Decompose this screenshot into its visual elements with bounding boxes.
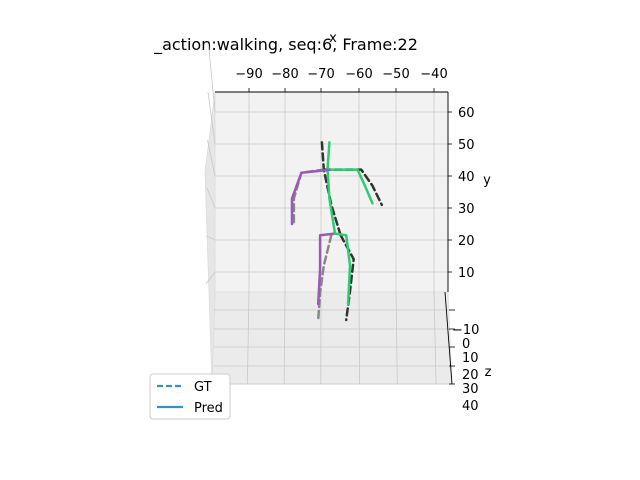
pred-left-leg-line	[316, 232, 337, 306]
x-tick-label: −90	[235, 67, 262, 82]
x-tick-label: −80	[271, 67, 298, 82]
z-tick-label: 0	[462, 337, 470, 352]
z-tick-label: 10	[462, 351, 479, 366]
tick-labels: −90 −80 −70 −60 −50 −40102030405060−100102030…	[235, 67, 479, 414]
z-tick-label: −10	[452, 323, 479, 338]
x-axis-label: x	[329, 31, 337, 46]
y-tick-label: 50	[458, 138, 475, 153]
legend-gt-label: GT	[194, 380, 212, 395]
x-tick-label: −70	[307, 67, 334, 82]
y-tick-label: 30	[458, 202, 475, 217]
x-tick-label: −50	[382, 67, 409, 82]
pred-right-leg-line	[333, 232, 352, 306]
y-tick-label: 40	[458, 170, 475, 185]
axes	[215, 91, 453, 385]
grid-lines	[205, 43, 450, 385]
y-tick-label: 20	[458, 234, 475, 249]
z-tick-label: 30	[462, 382, 479, 397]
pred-spine-line	[326, 141, 337, 235]
z-axis-label: z	[485, 365, 492, 380]
x-tick-label: −40	[420, 67, 447, 82]
y-axis-label: y	[483, 173, 491, 188]
legend: GT Pred	[149, 373, 231, 420]
legend-pred-label: Pred	[194, 401, 223, 416]
y-tick-label: 10	[458, 266, 475, 281]
z-tick-label: 40	[462, 399, 479, 414]
chart-title: _action:walking, seq:6, Frame:22	[153, 35, 418, 55]
pred-left-arm-line	[290, 168, 333, 226]
x-tick-label: −60	[345, 67, 372, 82]
skeleton-lines	[290, 141, 384, 322]
gt-left-leg-line	[316, 233, 333, 322]
z-tick-label: 20	[462, 368, 479, 383]
pred-right-arm-line	[330, 168, 374, 205]
y-tick-label: 60	[458, 106, 475, 121]
back-pane	[214, 91, 449, 293]
